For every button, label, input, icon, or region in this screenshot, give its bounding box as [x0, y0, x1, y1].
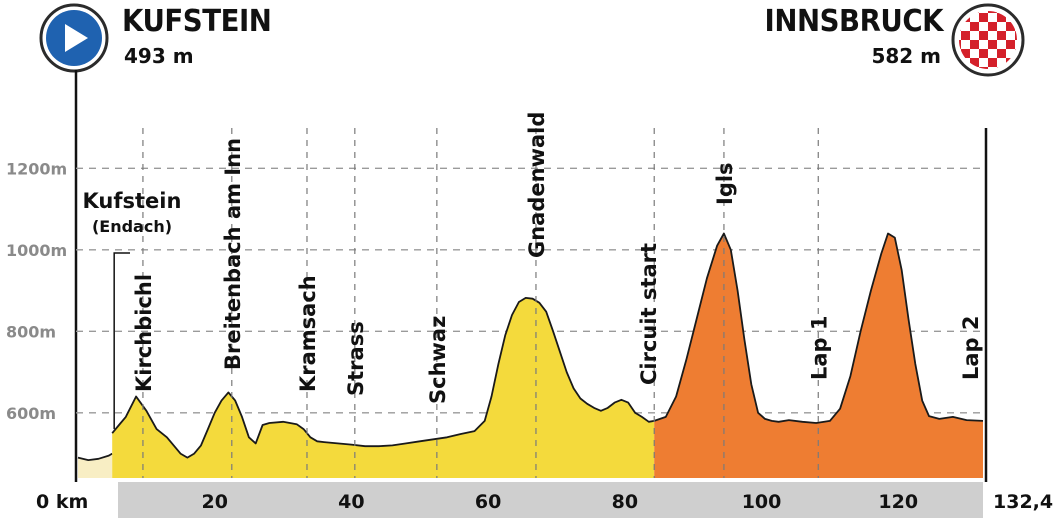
checker-square: [970, 13, 979, 22]
checker-square: [988, 49, 997, 58]
checker-square: [988, 22, 997, 31]
y-tick-label: 800m: [6, 322, 56, 341]
y-tick-label: 1200m: [6, 159, 67, 178]
y-tick-label: 600m: [6, 404, 56, 423]
x-tick-label: 0 km: [36, 491, 88, 513]
profile-area-approach: [78, 453, 113, 478]
checker-square: [1006, 49, 1015, 58]
checker-square: [961, 40, 970, 49]
checker-square: [970, 40, 979, 49]
place-label: Kramsach: [296, 275, 320, 392]
x-tick-label: 20: [201, 491, 227, 513]
checker-square: [970, 31, 979, 40]
checkered-flag-icon: [951, 3, 1025, 77]
place-label: Circuit start: [637, 243, 661, 385]
finish-altitude: 582 m: [871, 44, 941, 68]
x-axis-band: [118, 482, 983, 518]
checker-square: [1015, 31, 1017, 40]
profile-line-main: [111, 297, 655, 459]
place-label: Strass: [344, 321, 368, 396]
x-tick-label: 100: [742, 491, 782, 513]
x-tick-label: 40: [338, 491, 364, 513]
checker-square: [997, 49, 1006, 58]
checker-square: [988, 13, 997, 22]
checker-square: [988, 31, 997, 40]
checker-square: [970, 58, 979, 67]
checker-square: [959, 40, 961, 49]
place-label: Kirchbichl: [132, 274, 156, 392]
profile-line-circuit: [653, 232, 984, 424]
checker-square: [961, 31, 970, 40]
checker-square: [1006, 40, 1015, 49]
checker-square: [979, 67, 988, 69]
place-label: Breitenbach am Inn: [221, 138, 245, 370]
checker-square: [1006, 31, 1015, 40]
play-icon: [39, 3, 109, 73]
place-label: Lap 2: [959, 315, 983, 380]
start-label-sub: (Endach): [92, 217, 172, 236]
checker-square: [1015, 40, 1017, 49]
checker-square: [979, 40, 988, 49]
checker-square: [961, 22, 970, 31]
profile-area-circuit: [654, 233, 983, 478]
x-tick-label: 60: [475, 491, 501, 513]
checker-square: [997, 13, 1006, 22]
checker-square: [979, 22, 988, 31]
place-label: Lap 1: [807, 315, 831, 380]
place-label: Gnadenwald: [525, 112, 549, 258]
checker-square: [988, 58, 997, 67]
checker-square: [979, 11, 988, 13]
finish-city: INNSBRUCK: [764, 4, 943, 39]
profile-line-approach: [77, 452, 113, 461]
checker-square: [988, 40, 997, 49]
checker-square: [959, 31, 961, 40]
checker-square: [961, 49, 970, 58]
start-label-name: Kufstein: [83, 189, 182, 213]
checker-square: [979, 13, 988, 22]
checker-square: [997, 22, 1006, 31]
checker-square: [997, 58, 1006, 67]
x-tick-label: 120: [878, 491, 918, 513]
y-tick-label: 1000m: [6, 241, 67, 260]
start-city: KUFSTEIN: [122, 4, 272, 39]
checker-square: [979, 58, 988, 67]
checker-square: [997, 31, 1006, 40]
x-tick-label: 80: [612, 491, 638, 513]
checker-square: [988, 11, 997, 13]
checker-square: [1006, 22, 1015, 31]
checker-square: [988, 67, 997, 69]
place-label: Schwaz: [426, 316, 450, 404]
checker-square: [979, 49, 988, 58]
checker-square: [970, 49, 979, 58]
checker-square: [979, 31, 988, 40]
checker-square: [997, 40, 1006, 49]
checker-square: [970, 22, 979, 31]
place-label: Igls: [713, 162, 737, 205]
profile-area-main: [112, 297, 655, 478]
start-altitude: 493 m: [124, 44, 194, 68]
x-tick-label: 132,4: [993, 491, 1053, 513]
start-label-leader: [113, 252, 130, 430]
